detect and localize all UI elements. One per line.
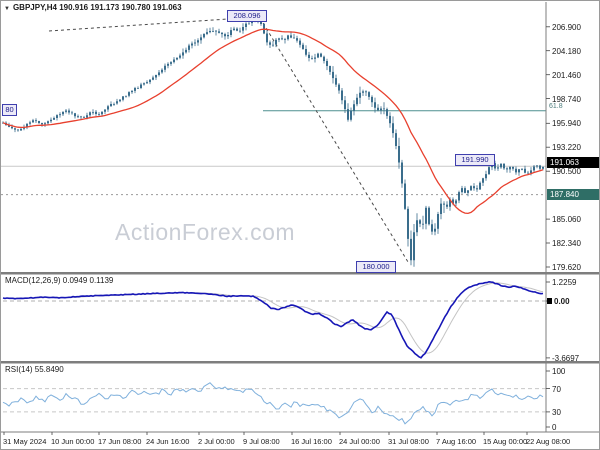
price-badge: 187.840 <box>547 189 599 201</box>
macd-main-line <box>2 280 544 359</box>
price-badge: 191.063 <box>547 156 599 168</box>
price-axis-label: 204.180 <box>552 46 581 56</box>
price-axis-label: 193.220 <box>552 143 581 153</box>
time-axis-label: 17 Jun 08:00 <box>98 437 142 446</box>
price-annotation-box[interactable]: 80 <box>2 104 17 116</box>
time-axis-label: 22 Aug 08:00 <box>526 437 571 446</box>
price-axis-label: 179.620 <box>552 262 581 272</box>
time-axis-label: 16 Jul 16:00 <box>291 437 332 446</box>
chart-title: ▼ GBPJPY,H4 190.916 191.173 190.780 191.0… <box>4 3 182 12</box>
price-axis-label: 182.340 <box>552 239 581 249</box>
panel-divider-rsi[interactable] <box>1 361 600 364</box>
macd-axis-label: 0.00 <box>554 297 570 306</box>
moving-average-line[interactable] <box>2 28 544 215</box>
time-axis-label: 24 Jun 16:00 <box>146 437 190 446</box>
rsi-axis-label: 30 <box>552 407 561 417</box>
rsi-axis-label: 70 <box>552 384 561 394</box>
time-axis-label: 2 Jul 00:00 <box>198 437 235 446</box>
price-axis-label: 206.900 <box>552 22 581 32</box>
price-annotation-box[interactable]: 180.000 <box>356 261 396 273</box>
rsi-indicator-label: RSI(14) 55.8490 <box>5 365 64 374</box>
macd-zero-marker <box>547 298 552 304</box>
macd-indicator-label: MACD(12,26,9) 0.0949 0.1139 <box>5 276 114 285</box>
rsi-line <box>2 382 544 425</box>
fib-618-label: 61.8 <box>549 102 563 110</box>
price-axis-label: 185.060 <box>552 215 581 225</box>
price-axis-label: 190.500 <box>552 167 581 177</box>
time-axis-label: 15 Aug 00:00 <box>483 437 528 446</box>
price-axis-label: 198.740 <box>552 94 581 104</box>
collapse-triangle-icon[interactable]: ▼ <box>4 6 10 12</box>
price-annotation-box[interactable]: 191.990 <box>455 154 495 166</box>
symbol-ohlc-readout: GBPJPY,H4 190.916 191.173 190.780 191.06… <box>12 3 182 12</box>
actionforex-watermark: ActionForex.com <box>115 219 296 245</box>
macd-axis-label: -3.6697 <box>552 353 580 363</box>
time-axis-label: 10 Jun 00:00 <box>51 437 95 446</box>
price-annotation-box[interactable]: 208.096 <box>227 10 267 22</box>
macd-axis-label: 1.2259 <box>552 277 577 287</box>
price-axis-label: 201.460 <box>552 70 581 80</box>
dashed-trendline[interactable] <box>48 16 259 32</box>
time-axis-label: 24 Jul 00:00 <box>339 437 380 446</box>
time-axis-label: 7 Aug 16:00 <box>436 437 477 446</box>
rsi-axis-label: 0 <box>552 423 557 432</box>
panel-divider-macd[interactable] <box>1 272 600 275</box>
time-axis-label: 9 Jul 08:00 <box>243 437 280 446</box>
rsi-axis-label: 100 <box>552 367 566 376</box>
time-axis-label: 31 Jul 08:00 <box>388 437 429 446</box>
time-axis-label: 31 May 2024 <box>3 437 47 446</box>
price-axis-label: 195.940 <box>552 119 581 129</box>
